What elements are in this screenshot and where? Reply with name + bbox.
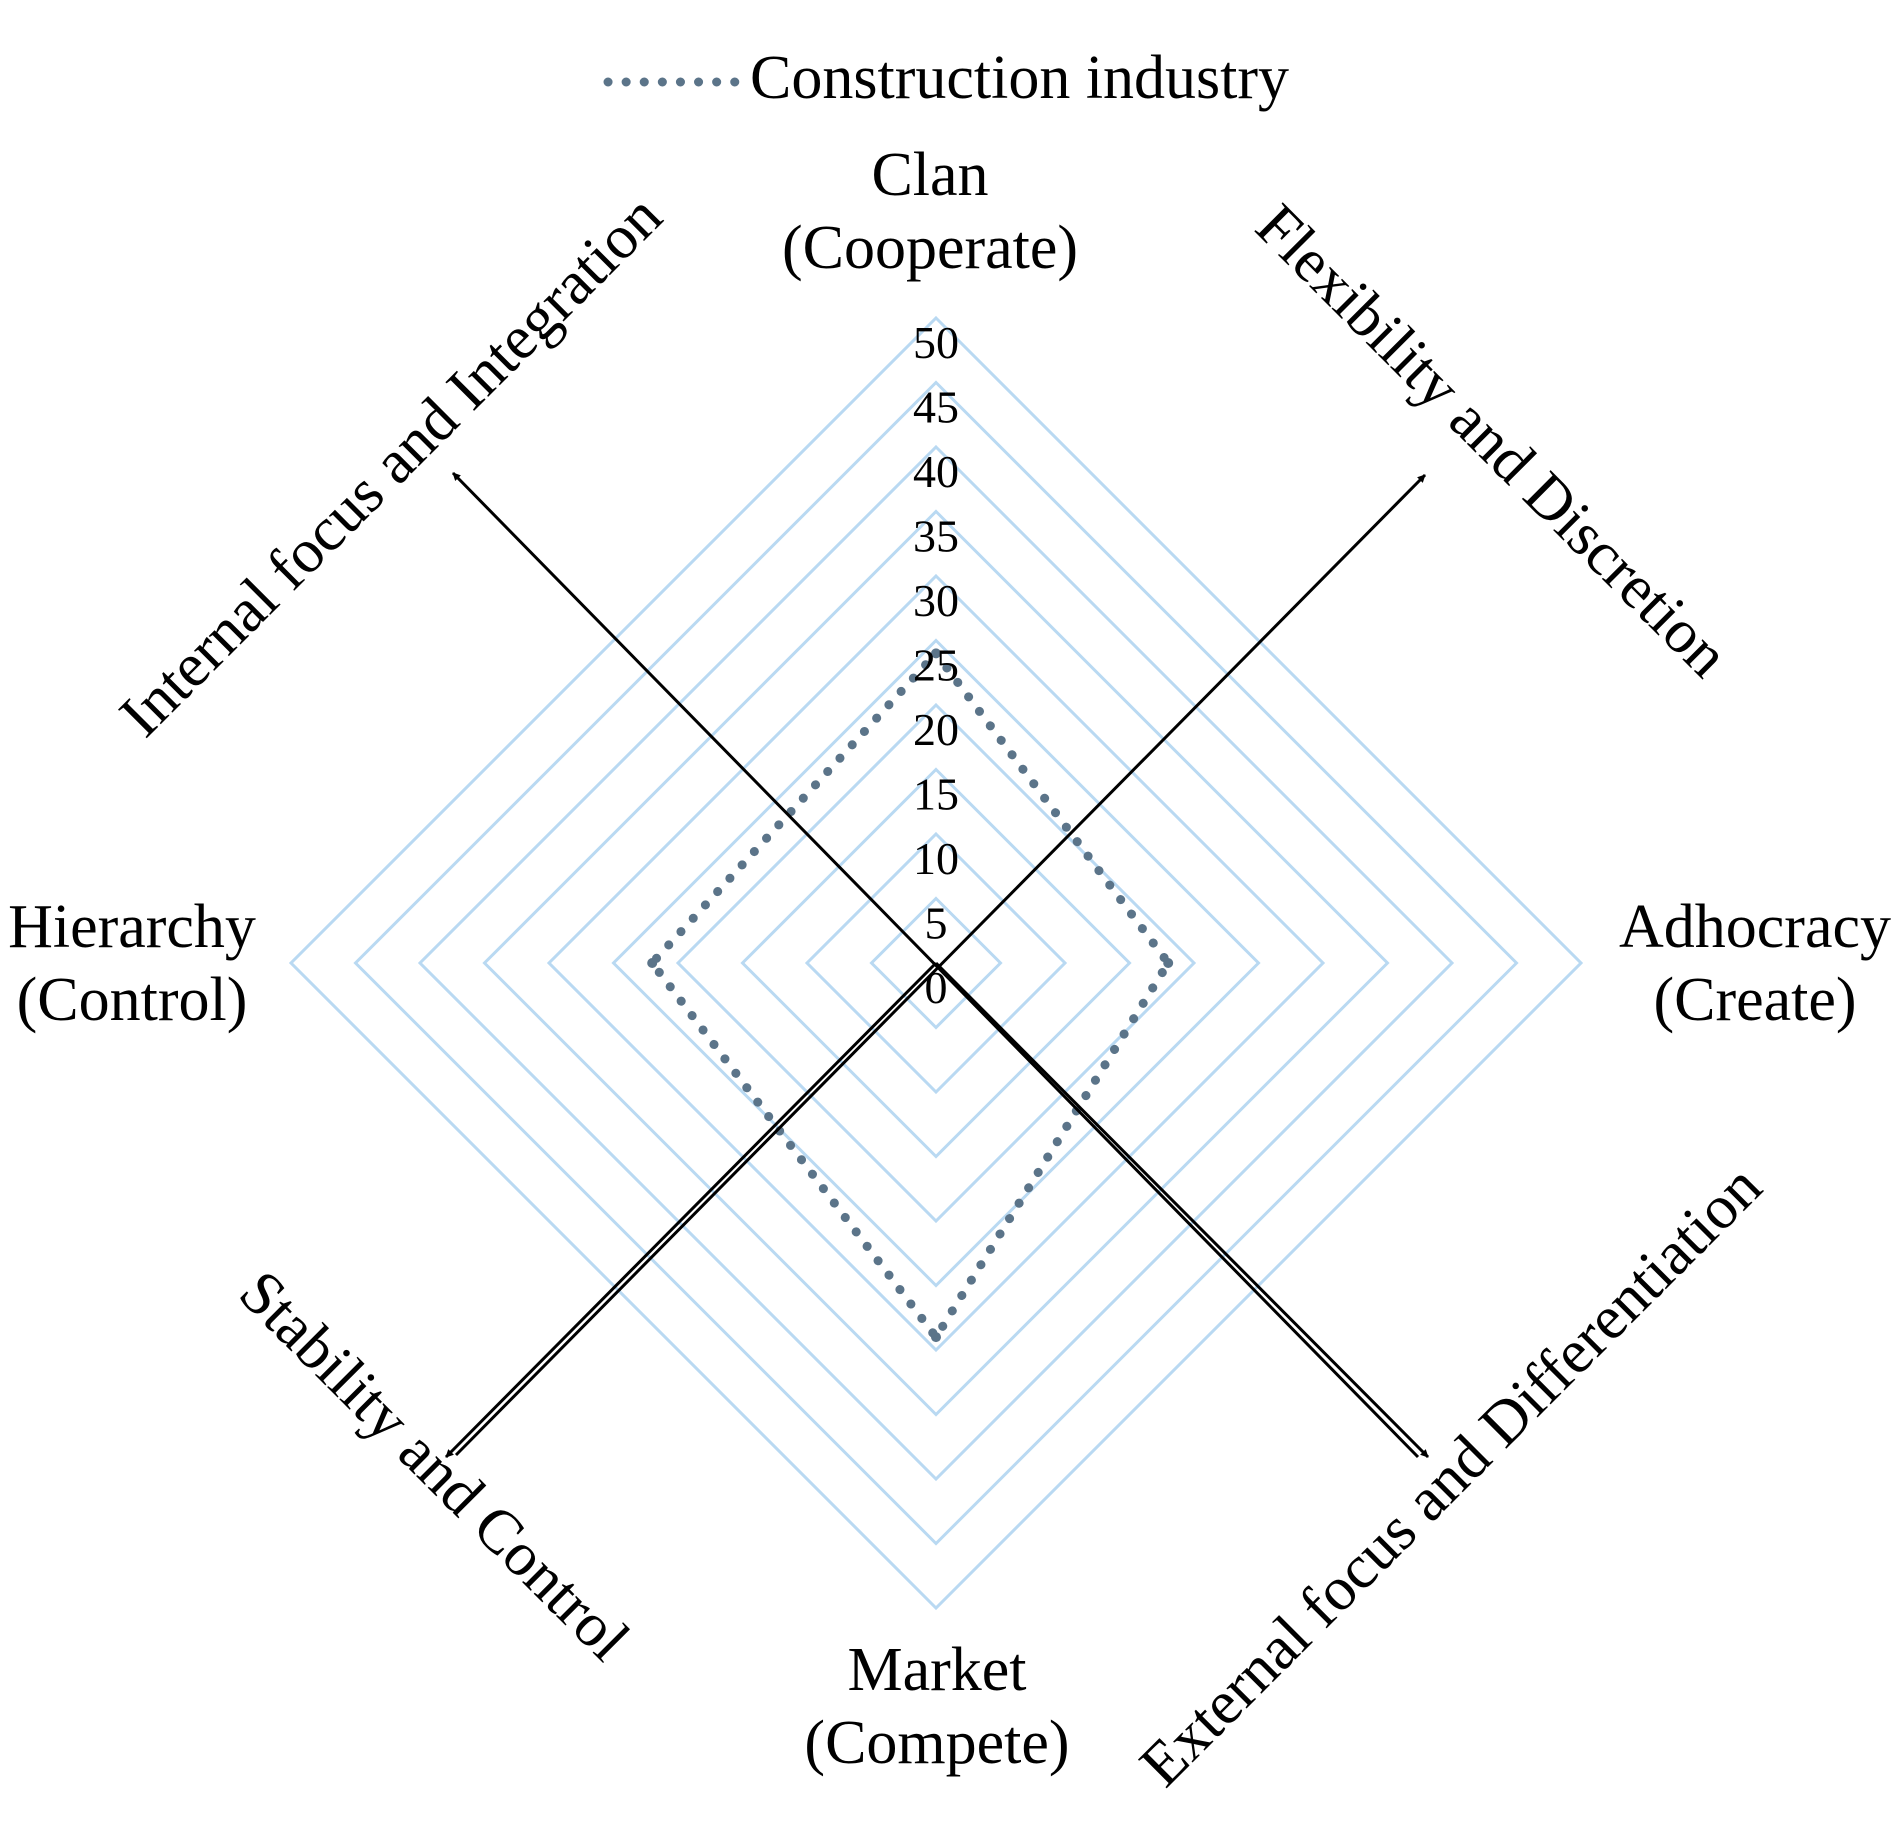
legend-label-construction-industry: Construction industry [750,44,1289,112]
data-point-0 [931,648,941,659]
grid-ring-40 [417,444,1455,1482]
tick-label-5: 5 [925,898,948,949]
tick-label-30: 30 [913,575,959,626]
category-label-clan: Clan [871,141,988,209]
arrow-flexibility-direction [454,473,1427,1457]
tick-label-0: 0 [925,962,948,1013]
tick-label-25: 25 [913,640,959,691]
series-line-0 [646,646,1174,1346]
grid-ring-5 [869,896,1003,1030]
category-sub-clan: (Cooperate) [782,214,1078,282]
legend: Construction industry [603,44,1289,112]
grid-ring-20 [675,702,1197,1224]
tick-label-45: 45 [913,382,959,433]
tick-labels: 0 5 10 15 20 25 30 35 40 45 50 [913,317,959,1013]
category-sub-market: (Compete) [804,1709,1069,1777]
grid-ring-25 [611,638,1261,1288]
grid-ring-45 [353,380,1519,1546]
dimension-label-external-focus: External focus and Differentiation [1127,1152,1774,1799]
grid-ring-10 [804,831,1068,1095]
arrow-stability-direction [444,961,938,1459]
category-label-market: Market [847,1636,1026,1704]
category-labels: Clan (Cooperate) Adhocracy (Create) Mark… [8,141,1891,1777]
grid-ring-35 [482,509,1390,1417]
dimension-label-flexibility: Flexibility and Discretion [1243,192,1742,691]
series-layer [646,646,1174,1346]
tick-label-20: 20 [913,704,959,755]
grid-ring-15 [740,767,1132,1159]
category-label-hierarchy: Hierarchy [8,893,256,961]
radar-grid [288,315,1584,1611]
category-sub-adhocracy: (Create) [1653,966,1856,1034]
grid-ring-50 [288,315,1584,1611]
grid-ring-30 [546,573,1326,1353]
tick-label-15: 15 [913,769,959,820]
category-sub-hierarchy: (Control) [17,966,248,1034]
data-point-2 [931,1332,941,1343]
tick-label-50: 50 [913,317,959,368]
category-label-adhocracy: Adhocracy [1619,893,1891,961]
data-point-1 [1163,958,1174,968]
tick-label-10: 10 [913,833,959,884]
data-point-3 [647,958,658,968]
tick-label-40: 40 [913,446,959,497]
arrow-external-direction [934,961,1430,1459]
dimension-arrows [444,471,1430,1459]
tick-label-35: 35 [913,511,959,562]
